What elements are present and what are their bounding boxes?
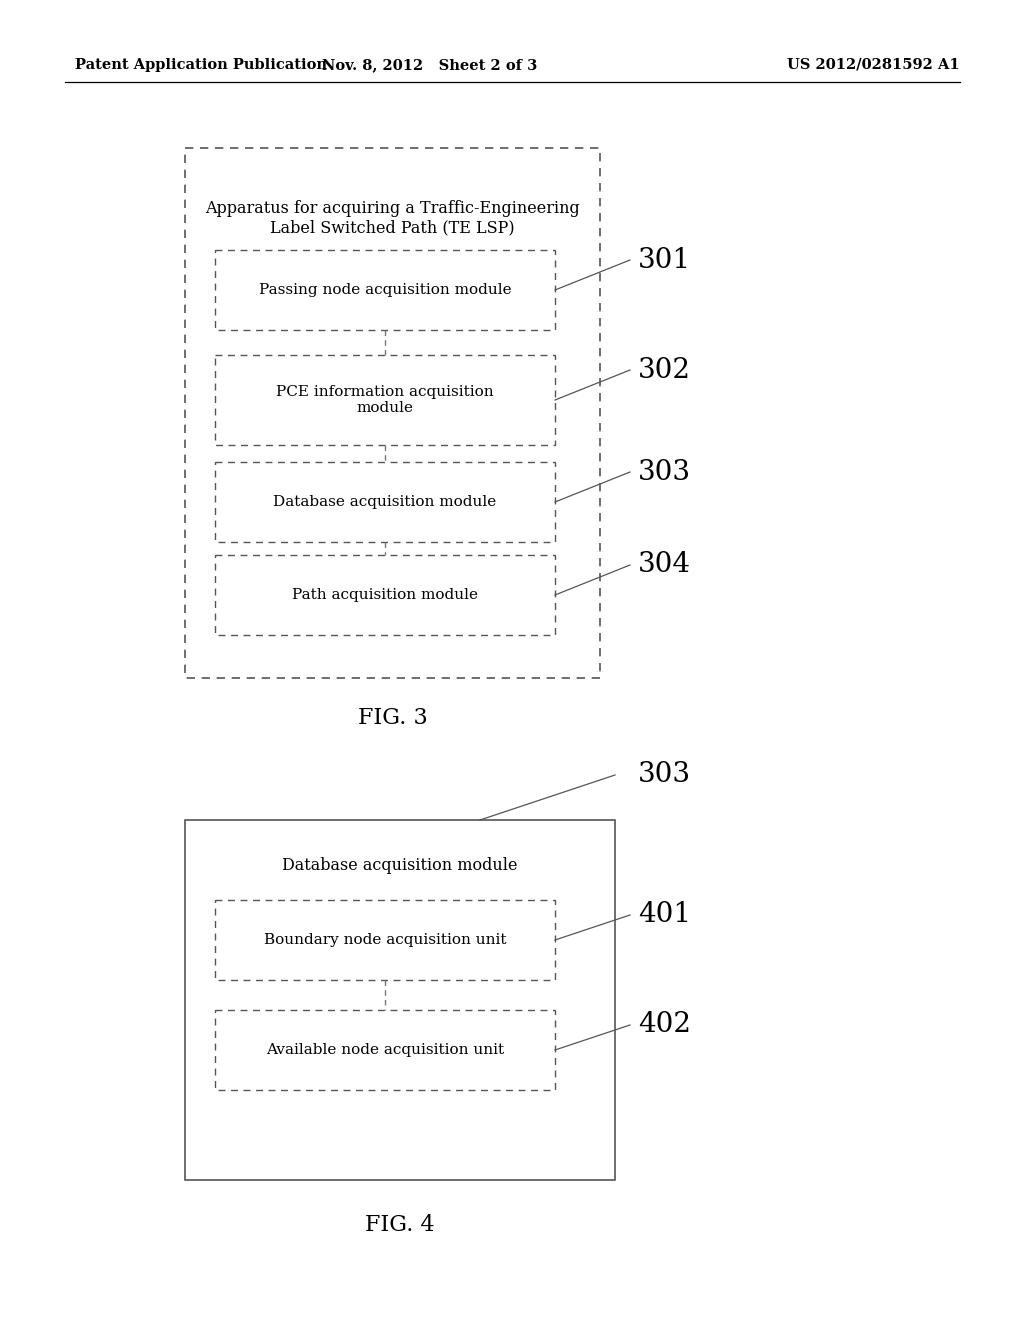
Text: FIG. 3: FIG. 3 (357, 708, 427, 729)
Bar (215, 1010, 555, 1090)
Text: PCE information acquisition
module: PCE information acquisition module (276, 385, 494, 414)
Text: 303: 303 (638, 762, 691, 788)
Text: Patent Application Publication: Patent Application Publication (75, 58, 327, 73)
Text: Nov. 8, 2012   Sheet 2 of 3: Nov. 8, 2012 Sheet 2 of 3 (323, 58, 538, 73)
Text: Passing node acquisition module: Passing node acquisition module (259, 282, 511, 297)
Text: Boundary node acquisition unit: Boundary node acquisition unit (264, 933, 506, 946)
Text: 304: 304 (638, 552, 691, 578)
Bar (185, 820, 615, 1180)
Text: 402: 402 (638, 1011, 691, 1039)
Text: FIG. 4: FIG. 4 (366, 1214, 435, 1236)
Text: US 2012/0281592 A1: US 2012/0281592 A1 (787, 58, 961, 73)
Bar (215, 249, 555, 330)
Text: 401: 401 (638, 902, 691, 928)
Bar (185, 148, 600, 678)
Text: Available node acquisition unit: Available node acquisition unit (266, 1043, 504, 1057)
Text: Database acquisition module: Database acquisition module (273, 495, 497, 510)
Bar (215, 355, 555, 445)
Text: Database acquisition module: Database acquisition module (283, 857, 518, 874)
Text: 302: 302 (638, 356, 691, 384)
Text: 303: 303 (638, 458, 691, 486)
Bar (215, 900, 555, 979)
Text: Path acquisition module: Path acquisition module (292, 587, 478, 602)
Bar (215, 554, 555, 635)
Bar (215, 462, 555, 543)
Text: Apparatus for acquiring a Traffic-Engineering
Label Switched Path (TE LSP): Apparatus for acquiring a Traffic-Engine… (205, 199, 580, 236)
Text: 301: 301 (638, 247, 691, 273)
